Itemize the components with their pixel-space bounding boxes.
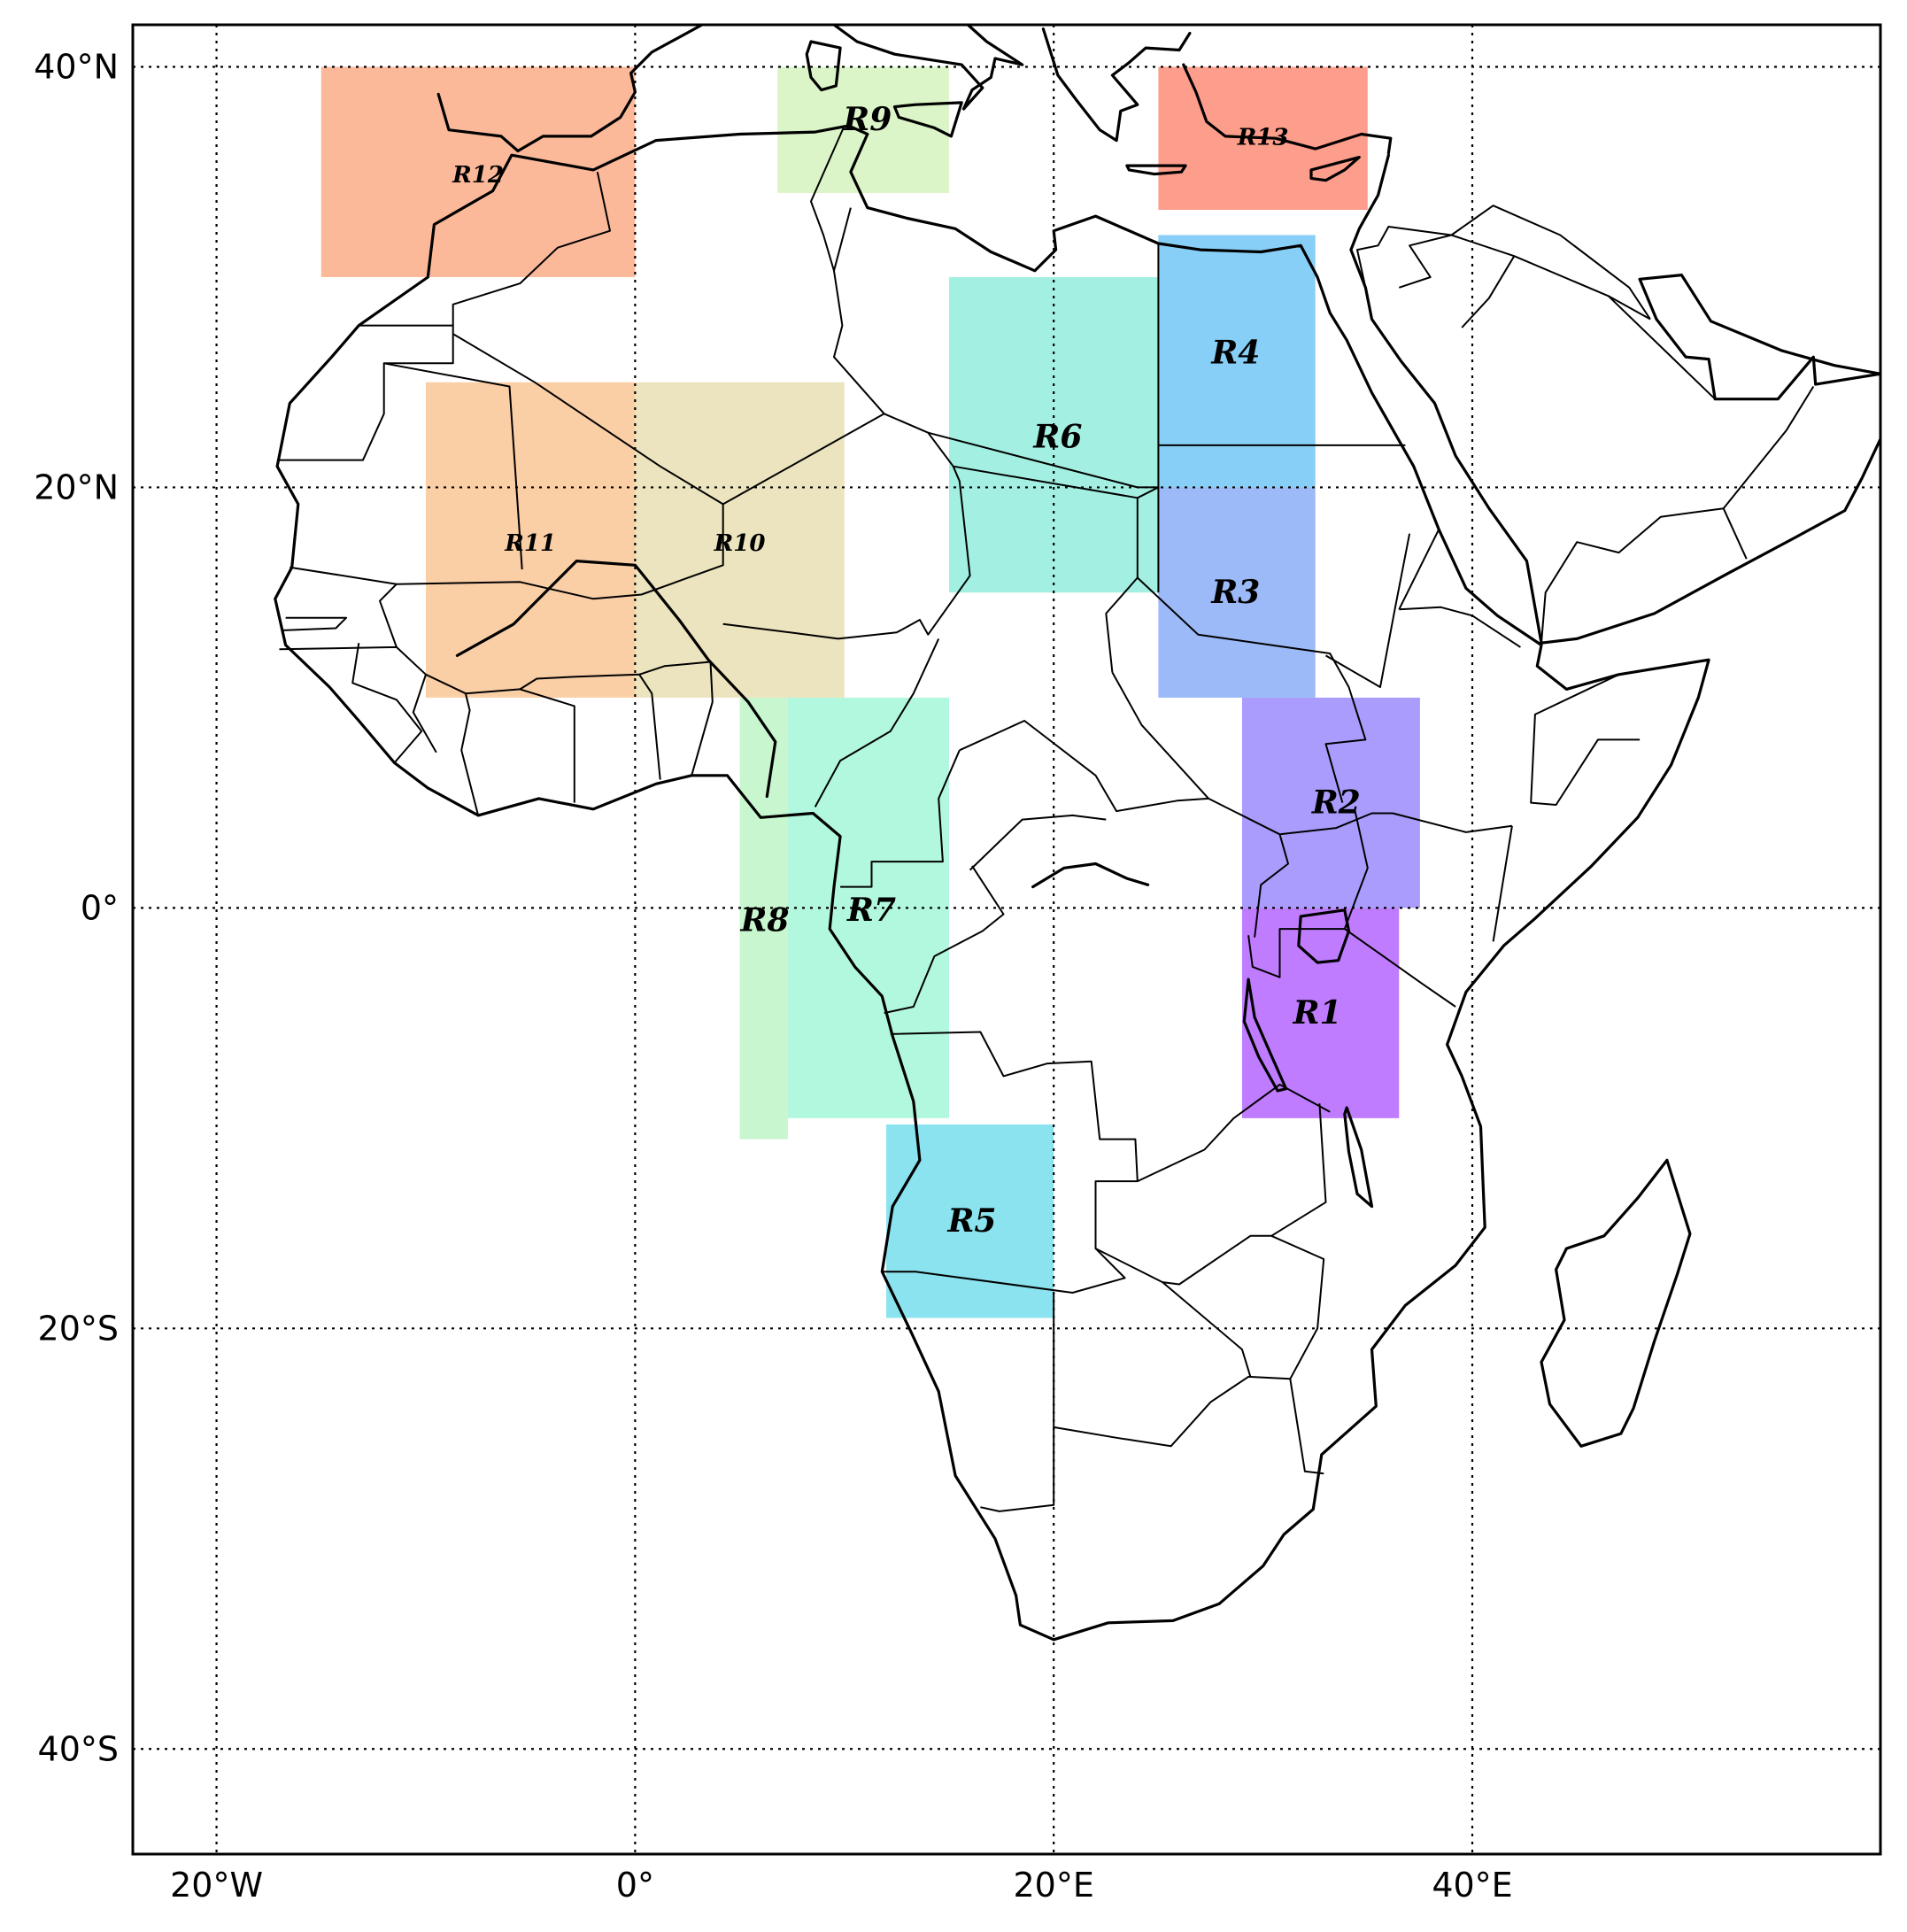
region-labels: R1 R2 R3 R4 R5 R6 R7 R8 R9 R10 R11 R12 R13 <box>452 101 1361 1240</box>
region-label-r4: R4 <box>1210 334 1260 371</box>
region-box-r11 <box>425 382 636 698</box>
region-label-r10: R10 <box>714 530 766 557</box>
country-border <box>969 814 1107 871</box>
map-frame <box>131 23 1882 1856</box>
country-border <box>1398 529 1440 610</box>
greece-coastline <box>1041 27 1192 143</box>
country-border <box>1530 673 1641 806</box>
region-box-r12 <box>320 66 636 277</box>
lat-tick-label: 20°S <box>38 1309 119 1348</box>
country-border <box>290 566 398 585</box>
country-border <box>1450 205 1651 321</box>
region-label-r12: R12 <box>452 162 504 189</box>
lake-malawi <box>1343 1106 1374 1209</box>
region-label-r6: R6 <box>1032 418 1082 455</box>
region-box-r3 <box>1158 487 1316 698</box>
italy-coastline <box>832 25 1024 111</box>
country-border <box>1247 928 1456 1008</box>
country-border <box>519 673 661 780</box>
country-border <box>1324 533 1411 688</box>
region-box-r10 <box>635 382 845 698</box>
region-label-r8: R8 <box>739 902 789 939</box>
country-border <box>1162 1281 1252 1378</box>
country-border <box>1608 295 1716 400</box>
country-border <box>1399 606 1521 648</box>
africa-coastline <box>274 124 1710 1642</box>
sicily-coastline <box>892 101 963 138</box>
sardinia-coastline <box>805 40 842 92</box>
region-box-r2 <box>1241 697 1420 908</box>
coastlines-and-borders <box>274 25 1880 1642</box>
country-border <box>810 125 845 272</box>
country-border <box>1492 825 1513 942</box>
lon-tick-label: 20°W <box>170 1866 263 1905</box>
country-border <box>833 207 885 414</box>
region-label-r11: R11 <box>504 530 556 557</box>
madagascar-coastline <box>1540 1158 1692 1448</box>
region-box-r9 <box>777 66 949 193</box>
country-border <box>1451 234 1651 321</box>
country-border <box>1270 1234 1325 1379</box>
country-border <box>1254 834 1289 938</box>
country-border <box>283 616 348 631</box>
niger-river <box>455 560 777 799</box>
graticule <box>133 25 1880 1854</box>
region-box-r1 <box>1241 908 1400 1118</box>
country-border <box>1054 1375 1324 1475</box>
country-border <box>884 865 1005 1015</box>
lon-tick-label: 20°E <box>1014 1866 1094 1905</box>
country-border <box>722 413 971 640</box>
latitude-tick-labels: 40°N 20°N 0° 20°S 40°S <box>34 47 119 1768</box>
longitude-tick-labels: 20°W 0° 20°E 40°E <box>170 1866 1513 1905</box>
country-border <box>1137 486 1160 593</box>
country-border <box>351 643 423 764</box>
country-border <box>383 362 523 570</box>
country-border <box>379 333 724 648</box>
lake-victoria <box>1297 908 1351 964</box>
cyprus-coastline <box>1309 156 1361 182</box>
country-border <box>959 720 1209 813</box>
lon-tick-label: 40°E <box>1432 1866 1512 1905</box>
congo-river <box>1031 862 1150 889</box>
region-box-r8 <box>739 697 788 1140</box>
country-border <box>1461 255 1516 328</box>
country-border <box>638 661 714 777</box>
country-border <box>465 688 575 803</box>
lat-tick-label: 40°S <box>38 1729 119 1768</box>
country-border <box>1111 671 1513 836</box>
arabia-coastline <box>1349 153 1880 645</box>
lat-tick-label: 20°N <box>34 468 119 506</box>
lat-tick-label: 40°N <box>34 47 119 86</box>
region-label-r7: R7 <box>846 892 896 929</box>
country-border <box>980 1293 1055 1512</box>
iberia-coastline <box>436 25 704 153</box>
country-border <box>1722 507 1748 560</box>
region-label-r2: R2 <box>1311 784 1361 822</box>
region-label-r13: R13 <box>1237 124 1289 151</box>
region-label-r1: R1 <box>1293 994 1342 1032</box>
region-label-r9: R9 <box>842 101 892 138</box>
turkey-coastline <box>1182 63 1393 155</box>
country-border <box>412 674 437 753</box>
lake-tanganyika <box>1242 978 1288 1093</box>
region-label-r5: R5 <box>947 1202 997 1240</box>
region-label-r3: R3 <box>1210 574 1260 611</box>
country-border <box>814 638 940 808</box>
crete-coastline <box>1125 164 1187 176</box>
persian-gulf-coastline <box>1638 274 1880 401</box>
country-border <box>452 171 611 326</box>
country-border <box>882 1031 1139 1294</box>
lat-tick-label: 0° <box>81 888 119 927</box>
lon-tick-label: 0° <box>616 1866 654 1905</box>
country-border <box>1137 1083 1331 1183</box>
country-border <box>840 749 961 888</box>
country-border <box>1137 576 1367 803</box>
country-border <box>1540 385 1815 644</box>
country-border <box>1356 226 1453 289</box>
